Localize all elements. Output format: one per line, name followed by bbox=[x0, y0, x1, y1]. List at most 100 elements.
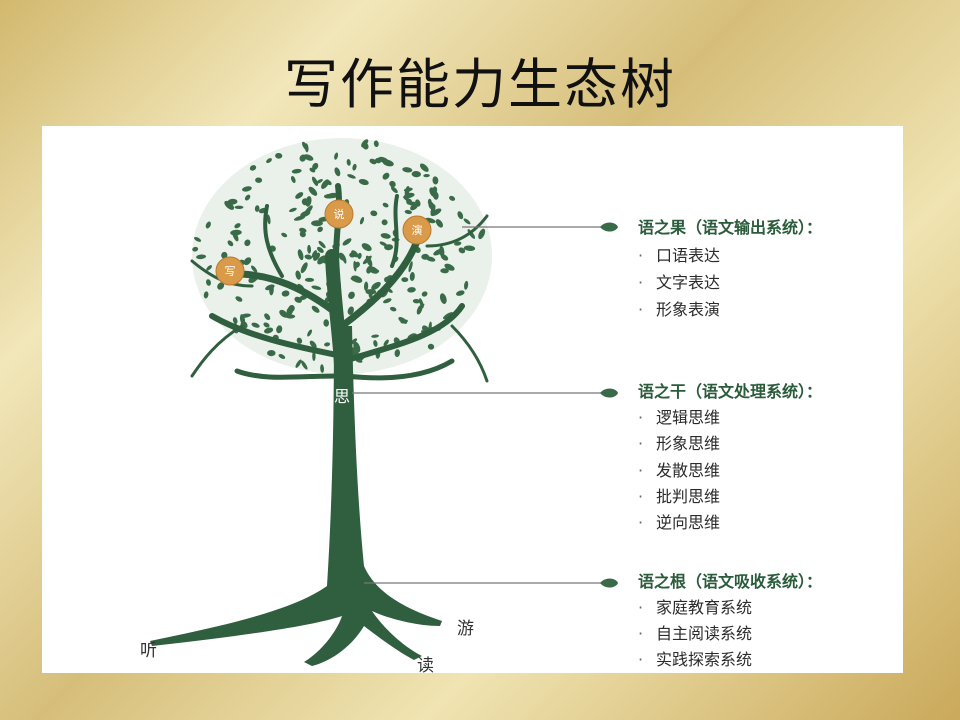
leaf bbox=[401, 277, 409, 283]
leaf bbox=[456, 290, 465, 296]
tree-diagram: 写 说 演 思 听 游 读 bbox=[140, 138, 618, 673]
leaf bbox=[244, 194, 251, 201]
item-text: 家庭教育系统 bbox=[656, 598, 753, 617]
leaf bbox=[416, 305, 423, 315]
leaf bbox=[318, 240, 326, 249]
leaf bbox=[309, 167, 316, 173]
list-item: · 批判思维 bbox=[638, 487, 721, 506]
leaf bbox=[440, 254, 449, 261]
leaf bbox=[297, 249, 304, 261]
root-label-travel: 游 bbox=[457, 619, 474, 639]
leaf bbox=[449, 195, 456, 201]
item-text: 逻辑思维 bbox=[656, 408, 721, 427]
leaf bbox=[369, 158, 377, 165]
list-item: · 形象表演 bbox=[638, 300, 721, 319]
leaf bbox=[295, 270, 301, 280]
leaf bbox=[421, 253, 430, 260]
leaf bbox=[278, 354, 286, 359]
section-title-input: 语之根（语文吸收系统）： bbox=[638, 572, 823, 591]
leaf bbox=[412, 298, 421, 304]
trunk-label-think: 思 bbox=[334, 387, 350, 406]
leaf bbox=[323, 319, 330, 327]
leaf bbox=[325, 179, 332, 186]
leaf bbox=[361, 243, 372, 252]
leaf bbox=[347, 306, 354, 315]
list-item: · 发散思维 bbox=[638, 461, 721, 480]
leaf bbox=[295, 359, 302, 368]
leaf bbox=[359, 216, 365, 225]
leaf bbox=[312, 351, 316, 362]
leaf bbox=[311, 220, 323, 227]
leaf bbox=[304, 143, 309, 153]
leaf bbox=[301, 360, 308, 370]
leaf bbox=[478, 228, 486, 240]
item-text: 逆向思维 bbox=[656, 513, 721, 532]
leaf bbox=[423, 173, 430, 178]
fruits bbox=[215, 199, 432, 286]
leaf bbox=[194, 236, 202, 242]
leaf bbox=[311, 176, 319, 186]
leaf bbox=[311, 285, 322, 290]
item-text: 自主阅读系统 bbox=[656, 624, 753, 643]
leaf bbox=[309, 340, 317, 349]
leaf bbox=[293, 215, 306, 221]
leaf bbox=[411, 170, 421, 178]
leaf bbox=[371, 281, 381, 290]
leaf bbox=[375, 157, 382, 164]
section-title-output: 语之果（语文输出系统）： bbox=[638, 218, 823, 237]
list-item: · 自主阅读系统 bbox=[638, 624, 753, 643]
list-item: · 家庭教育系统 bbox=[638, 598, 753, 617]
leaf bbox=[303, 154, 314, 161]
leaf bbox=[382, 159, 394, 167]
leaf bbox=[305, 196, 312, 207]
leaf bbox=[266, 214, 271, 225]
leaf bbox=[421, 291, 428, 297]
leaf bbox=[352, 163, 357, 171]
leaf bbox=[279, 309, 288, 318]
leaf bbox=[291, 168, 302, 174]
leaf bbox=[404, 209, 412, 215]
leaf bbox=[379, 241, 388, 247]
leaf bbox=[403, 196, 411, 202]
leaf bbox=[281, 232, 288, 238]
leaf bbox=[263, 322, 270, 328]
leaf bbox=[457, 211, 464, 220]
leaf bbox=[241, 186, 252, 192]
leaf bbox=[227, 240, 234, 247]
leaf bbox=[427, 343, 435, 350]
leaf bbox=[400, 319, 408, 324]
item-text: 批判思维 bbox=[656, 487, 721, 506]
leaf bbox=[463, 218, 471, 225]
leaf bbox=[435, 219, 444, 228]
leaf bbox=[365, 289, 377, 295]
leaf bbox=[390, 186, 398, 194]
leaf bbox=[307, 244, 312, 254]
leaf bbox=[403, 187, 413, 192]
leaf bbox=[419, 298, 424, 309]
leaf bbox=[244, 239, 251, 247]
fruit-label-speak: 说 bbox=[334, 207, 345, 221]
item-text: 口语表达 bbox=[656, 246, 721, 265]
leaf bbox=[205, 221, 211, 229]
trunk bbox=[150, 326, 442, 666]
leaf bbox=[440, 268, 449, 274]
leaf bbox=[382, 202, 389, 208]
leaf bbox=[254, 205, 260, 212]
leaf bbox=[338, 252, 346, 261]
item-text: 形象思维 bbox=[656, 434, 721, 453]
list-item: · 口语表达 bbox=[638, 246, 721, 265]
section-title-processing: 语之干（语文处理系统）： bbox=[638, 382, 823, 401]
leaf bbox=[290, 176, 296, 183]
list-item: · 形象思维 bbox=[638, 434, 721, 453]
root-label-listen: 听 bbox=[140, 641, 157, 661]
diagram-panel: 写 说 演 思 听 游 读 语之果（语文输出系统）： · 口语表达 · 文字表达 ·… bbox=[42, 126, 903, 673]
leaf bbox=[409, 272, 415, 281]
leaf bbox=[342, 238, 352, 246]
leaf bbox=[304, 277, 315, 282]
leaf bbox=[295, 192, 304, 199]
leaf bbox=[373, 140, 379, 147]
leaf bbox=[365, 255, 373, 267]
leaf bbox=[234, 223, 241, 229]
leaf bbox=[296, 337, 303, 344]
leaf bbox=[300, 262, 308, 274]
